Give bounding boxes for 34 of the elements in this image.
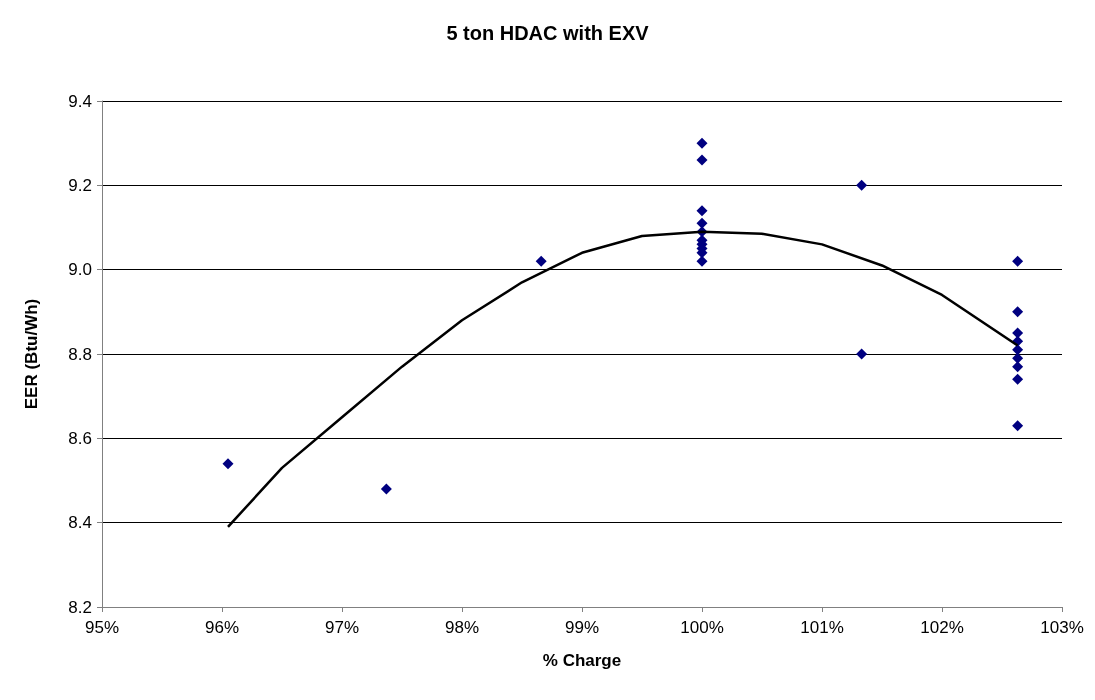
y-tick-label: 8.2 [68,597,92,617]
point [1012,327,1024,339]
point [222,458,234,470]
point [1012,373,1024,385]
point [535,255,547,267]
x-tick-label: 98% [444,618,480,637]
point [856,179,868,191]
y-tick-label: 9.4 [68,91,92,111]
y-axis-title: EER (Btu/Wh) [22,298,41,410]
point [1012,420,1024,432]
point [1012,306,1024,318]
point [696,205,708,217]
point [1012,255,1024,267]
x-tick-label: 95% [84,618,120,637]
y-tick-label: 9.2 [68,175,92,195]
x-tick-label: 99% [564,618,600,637]
point [696,154,708,166]
point [1012,361,1024,373]
point [380,483,392,495]
y-tick-label: 8.8 [68,344,92,364]
x-tick-label: 100% [680,618,724,637]
x-tick-label: 97% [324,618,360,637]
x-axis-title: % Charge [542,651,622,670]
y-tick-label: 8.4 [68,513,92,533]
x-tick-label: 103% [1040,618,1084,637]
x-tick-label: 96% [204,618,240,637]
y-tick-label: 9.0 [68,260,92,280]
point [696,137,708,149]
x-tick-label: 101% [800,618,844,637]
x-tick-label: 102% [920,618,964,637]
chart-title: 5 ton HDAC with EXV [446,22,650,44]
point [856,348,868,360]
point [696,217,708,229]
y-tick-label: 8.6 [68,428,92,448]
